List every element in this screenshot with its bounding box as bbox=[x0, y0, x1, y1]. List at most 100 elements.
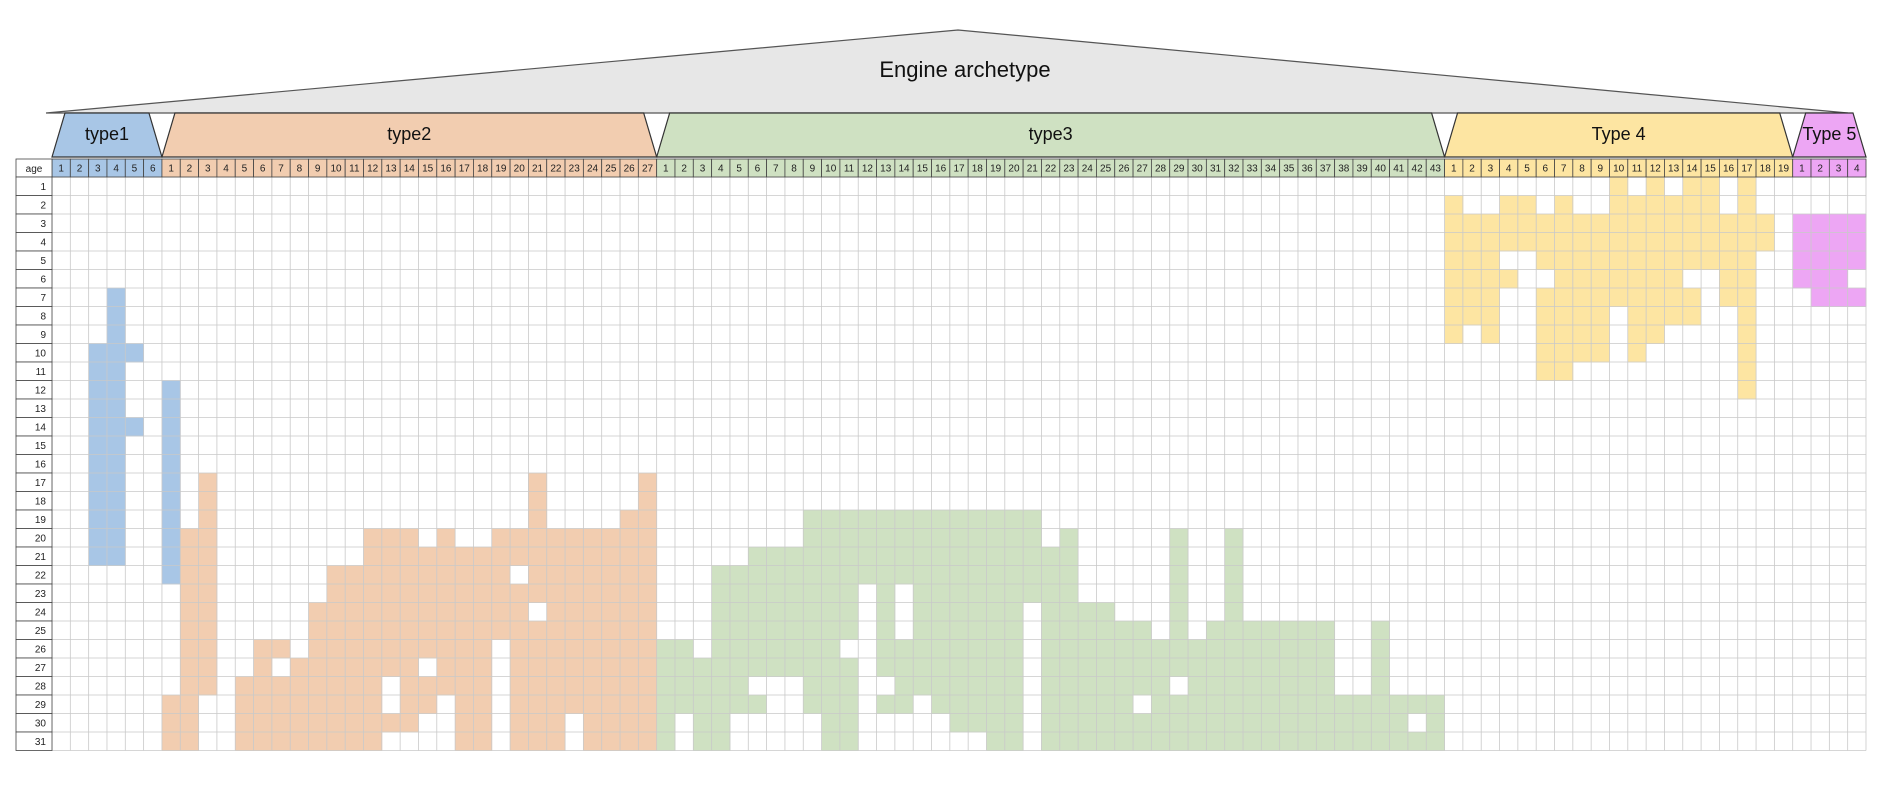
type3-col-39-tick-label: 39 bbox=[1357, 164, 1369, 175]
age-row-12-tick-label: 12 bbox=[35, 386, 47, 397]
type4-cell-c10-r1 bbox=[1609, 177, 1629, 196]
type3-cell-c17-r29 bbox=[949, 695, 969, 714]
age-row-9-tick-cell bbox=[15, 324, 53, 344]
type3-cell-c16-r28 bbox=[931, 676, 951, 696]
type4-cell-c12-r8 bbox=[1646, 306, 1665, 326]
age-row-26-tick-label: 26 bbox=[35, 645, 47, 656]
type3-cell-c20-r23 bbox=[1004, 584, 1024, 603]
type2-cell-c21-r28 bbox=[528, 676, 548, 696]
type2-cell-c9-r29 bbox=[308, 695, 328, 714]
type4-col-16-tick-label: 16 bbox=[1723, 164, 1735, 175]
type4-cell-c11-r5 bbox=[1627, 251, 1647, 270]
type3-cell-c37-r30 bbox=[1316, 713, 1336, 733]
type3-col-12-tick-label: 12 bbox=[862, 164, 874, 175]
type3-col-5-tick-label: 5 bbox=[736, 164, 742, 175]
type4-cell-c16-r4 bbox=[1719, 232, 1739, 252]
type2-cell-c16-r22 bbox=[436, 565, 456, 585]
type1-col-4-tick-label: 4 bbox=[113, 164, 119, 175]
type3-cell-c18-r21 bbox=[968, 547, 987, 566]
type3-cell-c25-r31 bbox=[1096, 732, 1116, 751]
type2-cell-c13-r26 bbox=[381, 639, 401, 659]
type2-cell-c7-r28 bbox=[271, 676, 291, 696]
type3-col-3-tick-label: 3 bbox=[700, 164, 706, 175]
type4-cell-c9-r3 bbox=[1591, 214, 1610, 233]
type3-cell-c31-r26 bbox=[1206, 639, 1226, 659]
type2-col-19-tick-label: 19 bbox=[495, 164, 507, 175]
type4-cell-c6-r10 bbox=[1536, 343, 1555, 363]
type3-cell-c4-r31 bbox=[711, 732, 731, 751]
type4-col-3-tick-label: 3 bbox=[1488, 164, 1494, 175]
type2-cell-c6-r30 bbox=[253, 713, 273, 733]
type2-cell-c2-r22 bbox=[180, 565, 199, 585]
type3-col-40-tick-label: 40 bbox=[1375, 164, 1387, 175]
age-row-7-tick-label: 7 bbox=[40, 293, 46, 304]
age-row-23-tick-label: 23 bbox=[35, 589, 47, 600]
type3-cell-c29-r29 bbox=[1169, 695, 1189, 714]
type3-cell-c11-r31 bbox=[839, 732, 859, 751]
type2-cell-c3-r21 bbox=[198, 547, 218, 566]
type2-cell-c23-r23 bbox=[565, 584, 584, 603]
type2-col-16-tick-label: 16 bbox=[440, 164, 452, 175]
type2-cell-c10-r23 bbox=[326, 584, 346, 603]
type2-cell-c23-r21 bbox=[565, 547, 584, 566]
type2-cell-c1-r30 bbox=[161, 713, 181, 733]
type2-cell-c11-r31 bbox=[345, 732, 364, 751]
type3-cell-c40-r25 bbox=[1371, 621, 1390, 640]
type4-cell-c10-r5 bbox=[1609, 251, 1629, 270]
type3-cell-c39-r30 bbox=[1352, 713, 1372, 733]
type1-cell-c3-r19 bbox=[88, 510, 108, 529]
age-row-15-tick-label: 15 bbox=[35, 441, 47, 452]
type3-cell-c18-r29 bbox=[968, 695, 987, 714]
type2-cell-c22-r28 bbox=[546, 676, 566, 696]
type3-cell-c32-r30 bbox=[1224, 713, 1244, 733]
type3-cell-c18-r28 bbox=[968, 676, 987, 696]
type3-cell-c4-r25 bbox=[711, 621, 731, 640]
type2-col-12-tick-label: 12 bbox=[367, 164, 379, 175]
type2-cell-c16-r21 bbox=[436, 547, 456, 566]
type2-cell-c25-r28 bbox=[601, 676, 621, 696]
type3-cell-c26-r27 bbox=[1114, 658, 1134, 677]
type2-cell-c2-r30 bbox=[180, 713, 199, 733]
type2-cell-c22-r25 bbox=[546, 621, 566, 640]
type3-cell-c10-r27 bbox=[821, 658, 841, 677]
type2-cell-c13-r22 bbox=[381, 565, 401, 585]
type3-cell-c16-r25 bbox=[931, 621, 951, 640]
type2-cell-c3-r19 bbox=[198, 510, 218, 529]
type3-cell-c33-r30 bbox=[1243, 713, 1262, 733]
type3-cell-c8-r26 bbox=[784, 639, 804, 659]
type1-cell-c3-r21 bbox=[88, 547, 108, 566]
age-row-5-tick-cell bbox=[15, 250, 53, 270]
type2-cell-c18-r27 bbox=[473, 658, 493, 677]
type1-cell-c7-r13 bbox=[161, 399, 181, 418]
type2-cell-c18-r30 bbox=[473, 713, 493, 733]
type2-cell-c21-r25 bbox=[528, 621, 548, 640]
type2-cell-c12-r26 bbox=[363, 639, 383, 659]
type4-cell-c8-r3 bbox=[1572, 214, 1592, 233]
type3-col-16-tick-label: 16 bbox=[935, 164, 947, 175]
type4-cell-c8-r6 bbox=[1572, 269, 1592, 289]
type3-cell-c19-r31 bbox=[986, 732, 1006, 751]
type3-cell-c25-r26 bbox=[1096, 639, 1116, 659]
type1-cell-c7-r14 bbox=[161, 417, 181, 437]
type4-col-9-tick-label: 9 bbox=[1598, 164, 1604, 175]
type3-cell-c22-r29 bbox=[1041, 695, 1061, 714]
type2-cell-c3-r27 bbox=[198, 658, 218, 677]
age-row-27-tick-label: 27 bbox=[35, 663, 47, 674]
type2-cell-c23-r26 bbox=[565, 639, 584, 659]
type2-cell-c24-r24 bbox=[583, 602, 603, 622]
type2-cell-c27-r23 bbox=[638, 584, 658, 603]
type3-cell-c14-r21 bbox=[894, 547, 914, 566]
type3-cell-c15-r26 bbox=[913, 639, 932, 659]
type3-cell-c16-r19 bbox=[931, 510, 951, 529]
type2-cell-c6-r29 bbox=[253, 695, 273, 714]
type3-cell-c1-r28 bbox=[656, 676, 676, 696]
type4-cell-c13-r5 bbox=[1664, 251, 1684, 270]
type3-cell-c8-r22 bbox=[784, 565, 804, 585]
age-row-2-tick-cell bbox=[15, 195, 53, 215]
type3-cell-c5-r28 bbox=[729, 676, 749, 696]
type4-cell-c17-r5 bbox=[1737, 251, 1757, 270]
type3-cell-c3-r31 bbox=[693, 732, 713, 751]
type4-col-15-tick-label: 15 bbox=[1705, 164, 1717, 175]
type4-cell-c14-r1 bbox=[1682, 177, 1702, 196]
type2-cell-c10-r29 bbox=[326, 695, 346, 714]
